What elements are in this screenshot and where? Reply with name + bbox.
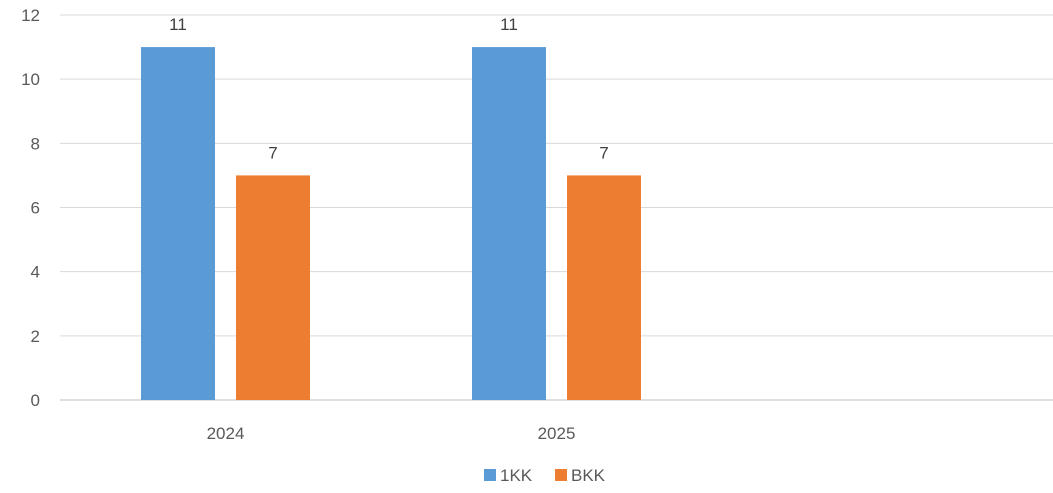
y-tick-label: 10 [21,70,40,89]
data-label: 11 [500,15,518,34]
legend-label-1kk: 1KK [500,466,533,485]
legend-swatch-bkk [555,469,567,481]
y-axis-ticks: 0 2 4 6 8 10 12 [21,6,40,410]
y-tick-label: 4 [31,263,40,282]
y-tick-label: 0 [31,391,40,410]
bar-1kk-2025 [472,47,546,400]
data-label: 7 [268,143,277,162]
y-tick-label: 12 [21,6,40,25]
legend-swatch-1kk [484,469,496,481]
y-tick-label: 8 [31,134,40,153]
bars [141,47,641,400]
y-tick-label: 2 [31,327,40,346]
x-tick-label: 2025 [538,424,576,443]
legend: 1KK BKK [484,466,606,485]
y-tick-label: 6 [31,199,40,218]
bar-1kk-2024 [141,47,215,400]
gridlines [60,14,1053,401]
x-axis-ticks: 2024 2025 [207,424,576,443]
bar-bkk-2025 [567,175,641,400]
data-label: 7 [599,143,608,162]
x-tick-label: 2024 [207,424,245,443]
legend-label-bkk: BKK [571,466,606,485]
bar-bkk-2024 [236,175,310,400]
data-label: 11 [169,15,187,34]
data-labels: 11 7 11 7 [169,15,609,162]
